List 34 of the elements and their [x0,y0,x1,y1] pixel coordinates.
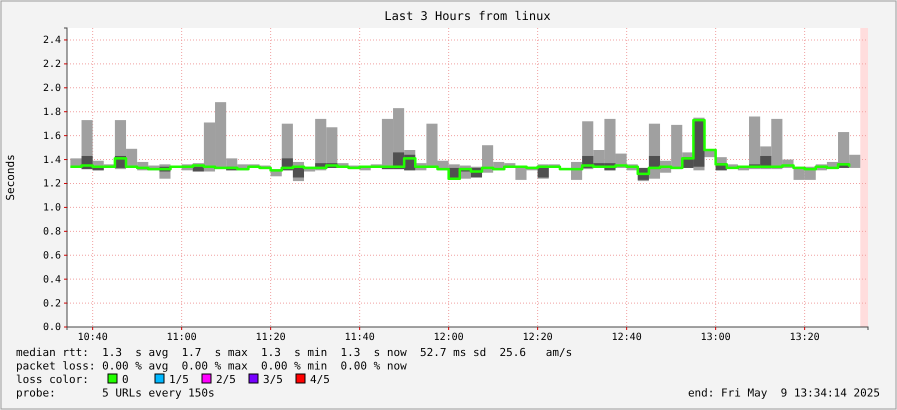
y-tick-label: 2.2 [42,59,61,70]
text: packet loss: 0.00 % avg 0.00 % max 0.00 % min 0.00 % now [16,360,408,372]
y-tick-label: 1.4 [42,154,61,166]
text: 4/5 [310,373,330,386]
y-tick-label: 1.2 [42,178,61,190]
x-tick-label: 11:40 [344,332,375,344]
y-tick-label: 0.2 [42,298,61,310]
y-tick-label: 2.4 [42,35,61,46]
text: loss color: [16,373,89,386]
y-tick-label: 1.0 [42,202,61,214]
chart-title: Last 3 Hours from linux [384,9,551,23]
x-tick-label: 10:40 [78,332,108,344]
x-tick-label: 11:00 [166,332,197,344]
y-tick-label: 1.6 [42,130,61,142]
y-axis-title: Seconds [4,154,17,201]
x-tick-label: 12:00 [434,332,464,344]
y-tick-label: 1.8 [42,106,61,118]
x-tick-label: 13:20 [790,332,820,344]
x-tick-label: 11:20 [256,332,286,344]
text: end: Fri May 9 13:34:14 2025 [688,386,880,400]
y-tick-label: 0.8 [42,226,61,238]
x-tick-label: 13:00 [700,332,731,344]
text: 3/5 [263,373,283,386]
text: median rtt: 1.3 s avg 1.7 s max 1.3 s min 1.3 s now 52.7 ms sd 25.6 am/s [16,346,572,359]
text: 1/5 [169,373,189,386]
x-tick-label: 12:40 [612,332,642,344]
y-tick-label: 0.4 [42,274,61,286]
y-tick-label: 0.0 [42,322,61,334]
y-tick-label: 2.0 [42,83,61,94]
text: 2/5 [216,373,236,386]
y-tick-label: 0.6 [42,250,61,262]
text: probe: 5 URLs every 150s [16,386,215,400]
x-tick-label: 12:20 [522,332,553,344]
text: 0 [122,373,129,386]
